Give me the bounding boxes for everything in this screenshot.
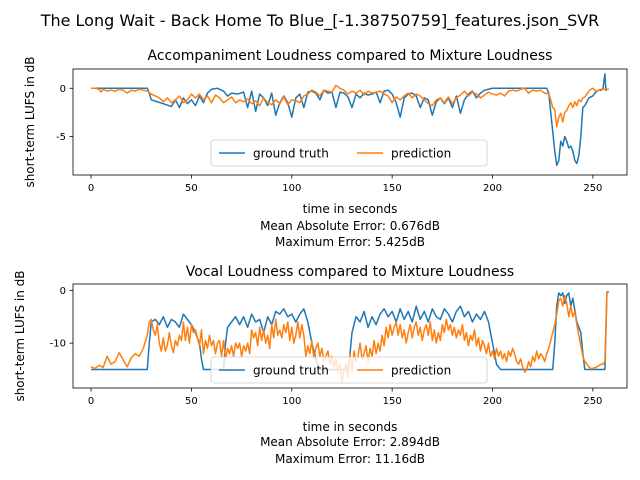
series-line-ground-truth xyxy=(91,291,609,371)
legend-label-prediction: prediction xyxy=(391,147,451,161)
chart-title: Accompaniment Loudness compared to Mixtu… xyxy=(148,48,553,64)
x-tick-label: 100 xyxy=(282,183,301,194)
legend: ground truth prediction xyxy=(210,356,488,384)
x-tick-label: 100 xyxy=(282,396,301,407)
series-line-prediction xyxy=(91,84,609,128)
vocal-chart: Vocal Loudness compared to Mixture Loudn… xyxy=(13,264,628,466)
plot-frame xyxy=(72,68,628,176)
x-tick-label: 0 xyxy=(88,396,94,407)
y-tick-label: -10 xyxy=(50,339,66,350)
metric-text: Maximum Error: 11.16dB xyxy=(275,452,425,466)
metric-text: Mean Absolute Error: 2.894dB xyxy=(260,435,440,449)
legend-label-prediction: prediction xyxy=(391,364,451,378)
x-tick-label: 250 xyxy=(583,183,602,194)
x-tick-label: 0 xyxy=(88,183,94,194)
y-axis-label: short-term LUFS in dB xyxy=(13,270,27,401)
x-tick-label: 200 xyxy=(483,183,502,194)
y-tick-label: 0 xyxy=(60,84,66,95)
accompaniment-chart: Accompaniment Loudness compared to Mixtu… xyxy=(23,48,628,249)
plot-frame xyxy=(72,283,628,389)
metric-text: Mean Absolute Error: 0.676dB xyxy=(260,219,440,233)
y-tick-label: 0 xyxy=(60,286,66,297)
x-tick-label: 150 xyxy=(383,183,402,194)
figure-suptitle: The Long Wait - Back Home To Blue_[-1.38… xyxy=(40,11,600,31)
legend-label-ground-truth: ground truth xyxy=(253,364,329,378)
x-tick-label: 150 xyxy=(383,396,402,407)
y-axis-label: short-term LUFS in dB xyxy=(23,56,37,187)
metric-text: Maximum Error: 5.425dB xyxy=(275,235,425,249)
legend-box xyxy=(210,139,488,167)
legend: ground truth prediction xyxy=(210,139,488,167)
legend-label-ground-truth: ground truth xyxy=(253,147,329,161)
x-axis-label: time in seconds xyxy=(303,420,398,434)
series-line-ground-truth xyxy=(91,73,607,167)
x-tick-label: 250 xyxy=(583,396,602,407)
legend-box xyxy=(210,356,488,384)
x-axis-label: time in seconds xyxy=(303,202,398,216)
chart-title: Vocal Loudness compared to Mixture Loudn… xyxy=(186,264,514,280)
x-tick-label: 200 xyxy=(483,396,502,407)
y-tick-label: -5 xyxy=(56,132,66,143)
x-tick-label: 50 xyxy=(185,183,198,194)
x-tick-label: 50 xyxy=(185,396,198,407)
